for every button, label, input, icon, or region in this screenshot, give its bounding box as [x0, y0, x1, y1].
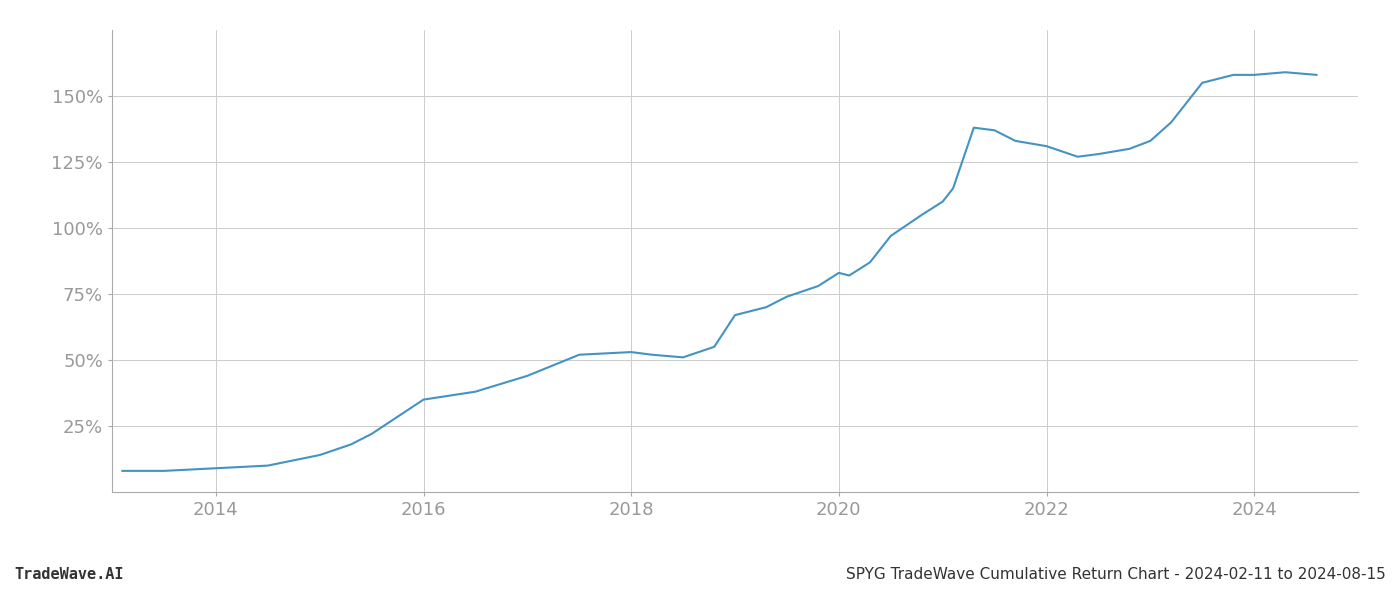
Text: SPYG TradeWave Cumulative Return Chart - 2024-02-11 to 2024-08-15: SPYG TradeWave Cumulative Return Chart -…	[846, 567, 1386, 582]
Text: TradeWave.AI: TradeWave.AI	[14, 567, 123, 582]
